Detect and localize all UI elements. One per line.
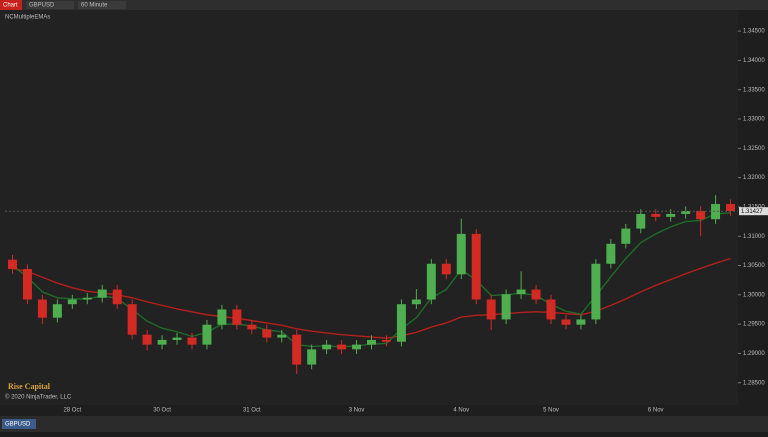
y-tick-label: 1.32000 (743, 175, 765, 181)
candle-body (172, 337, 182, 340)
candle-body (97, 289, 107, 298)
instrument[interactable]: GBPUSD (29, 3, 55, 9)
candle-body (531, 289, 541, 300)
bottom-tab-label[interactable]: GBPUSD (5, 422, 31, 428)
x-tick-label: 31 Oct (243, 408, 261, 414)
plot-area (0, 10, 738, 405)
x-tick-label: 5 Nov (543, 408, 559, 414)
y-tick-label: 1.30500 (743, 263, 765, 269)
candle-body (37, 299, 47, 318)
candle-body (157, 339, 167, 345)
instrument-box[interactable] (26, 1, 74, 9)
candle-body (696, 211, 706, 220)
candle-body (651, 213, 661, 217)
candle-body (352, 344, 362, 350)
y-tick-label: 1.29000 (743, 351, 765, 357)
chart-tab[interactable] (0, 0, 22, 10)
candle-body (546, 299, 556, 320)
candle-body (202, 324, 212, 345)
candle-body (127, 304, 137, 335)
y-tick-label: 1.30000 (743, 292, 765, 298)
candle-body (7, 259, 17, 270)
interval[interactable]: 60 Minute (81, 3, 108, 9)
candle-body (606, 243, 616, 264)
candle-body (411, 299, 421, 305)
candle-body (426, 263, 436, 300)
interval-box[interactable] (78, 1, 126, 9)
x-tick-label: 30 Oct (153, 408, 171, 414)
candle-body (516, 289, 526, 295)
candle-body (142, 334, 152, 345)
candle-body (277, 334, 287, 338)
candle-body (501, 294, 511, 320)
candle-body (591, 263, 601, 320)
candle-body (621, 228, 631, 244)
candle-body (711, 203, 721, 220)
chart-tab-label[interactable]: Chart (3, 3, 18, 9)
candle-body (22, 269, 32, 300)
y-tick-label: 1.31000 (743, 234, 765, 240)
candle-body (112, 289, 122, 305)
candle-body (396, 304, 406, 342)
candle-body (232, 309, 242, 325)
candle-body (67, 299, 77, 305)
y-tick-label: 1.33000 (743, 117, 765, 123)
candle-body (636, 213, 646, 229)
candle-body (82, 297, 92, 300)
candle-body (576, 319, 586, 325)
time-axis (0, 405, 738, 416)
watermark: Rise Capital (8, 382, 51, 391)
candle-body (726, 203, 736, 212)
candle-body (486, 299, 496, 320)
x-tick-label: 3 Nov (349, 408, 365, 414)
toolbar (0, 0, 768, 10)
candle-body (337, 344, 347, 350)
last-price-label: 1.31427 (741, 209, 763, 215)
candle-body (247, 324, 257, 330)
y-tick-label: 1.34000 (743, 58, 765, 64)
x-tick-label: 6 Nov (648, 408, 664, 414)
copyright: © 2020 NinjaTrader, LLC (5, 394, 72, 401)
candle-body (666, 213, 676, 217)
x-tick-label: 28 Oct (63, 408, 81, 414)
candle-body (52, 304, 62, 318)
candle-body (262, 329, 272, 338)
y-tick-label: 1.34500 (743, 29, 765, 35)
candle-body (681, 211, 691, 214)
y-tick-label: 1.33500 (743, 87, 765, 93)
y-tick-label: 1.32500 (743, 146, 765, 152)
indicator-label: NCMultipleEMAs (5, 15, 50, 21)
candle-body (471, 233, 481, 300)
candle-body (561, 319, 571, 325)
x-tick-label: 4 Nov (453, 408, 469, 414)
candle-body (322, 344, 332, 350)
candle-body (367, 339, 376, 345)
candle-body (307, 349, 317, 365)
bottom-tab[interactable] (2, 419, 36, 429)
candle-body (292, 334, 302, 365)
last-price-box (739, 207, 768, 216)
candle-body (217, 309, 227, 325)
tab-bar (0, 416, 768, 432)
y-tick-label: 1.29500 (743, 322, 765, 328)
candle-body (441, 263, 451, 275)
candle-body (187, 337, 197, 345)
candle-body (456, 233, 466, 275)
candle-body (381, 339, 391, 342)
y-tick-label: 1.28500 (743, 380, 765, 386)
plot: 1.28500 1.29000 1.29500 1.30000 1.30500 1.310… (5, 29, 768, 414)
